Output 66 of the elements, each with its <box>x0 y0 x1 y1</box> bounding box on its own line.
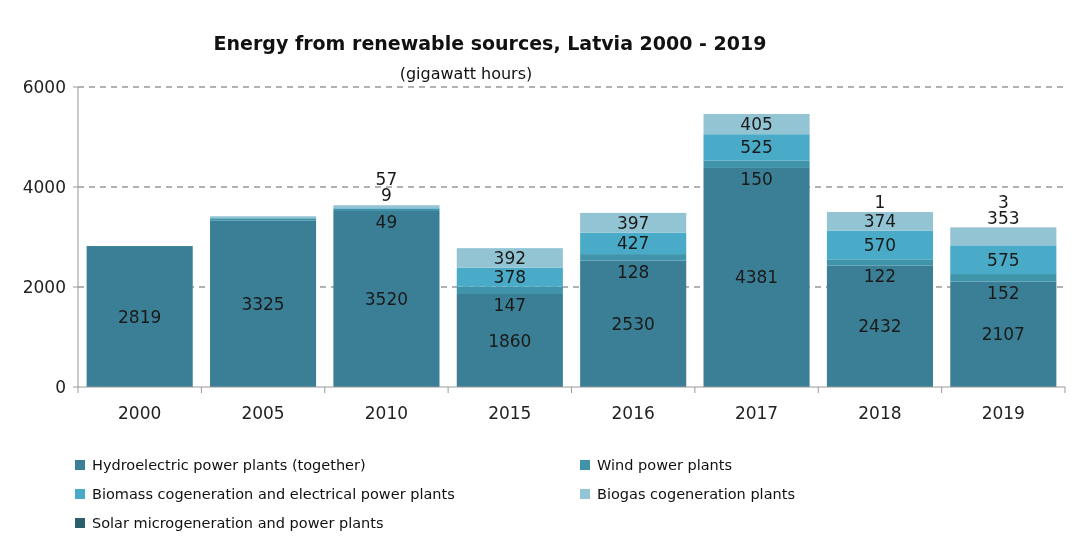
x-tick-label: 2010 <box>364 403 409 423</box>
bar <box>703 167 810 387</box>
x-tick-label: 2016 <box>611 403 655 423</box>
bar <box>703 134 810 161</box>
bar <box>826 230 933 260</box>
bar <box>580 212 687 233</box>
y-tick-label: 0 <box>55 377 66 397</box>
bar <box>950 274 1057 282</box>
data-label: 2530 <box>611 313 655 334</box>
bar <box>826 259 933 266</box>
data-label: 405 <box>740 114 773 135</box>
bar <box>826 265 933 387</box>
bar <box>703 160 810 168</box>
data-label: 427 <box>616 233 650 254</box>
legend-label: Hydroelectric power plants (together) <box>92 457 366 473</box>
y-tick-label: 6000 <box>22 77 66 97</box>
data-label: 152 <box>987 282 1020 303</box>
bar <box>580 254 687 261</box>
legend-label: Solar microgeneration and power plants <box>92 515 384 531</box>
data-label: 374 <box>863 211 897 232</box>
data-label: 49 <box>375 212 398 232</box>
data-label: 397 <box>616 212 650 233</box>
data-label: 128 <box>616 261 650 282</box>
data-label: 122 <box>863 266 897 287</box>
bar <box>580 232 687 255</box>
data-label: 150 <box>740 168 773 189</box>
bar <box>826 212 933 231</box>
data-label: 378 <box>493 267 527 288</box>
data-label: 9 <box>381 185 392 206</box>
bar <box>950 227 1057 246</box>
bar <box>456 294 563 387</box>
bar <box>210 220 317 387</box>
x-tick-label: 2018 <box>858 403 902 423</box>
x-tick-label: 2015 <box>488 403 532 423</box>
bar <box>580 260 687 387</box>
chart-title: Energy from renewable sources, Latvia 2000 - 2019 <box>213 32 767 54</box>
data-label: 392 <box>493 247 527 268</box>
x-tick-label: 2005 <box>241 403 285 423</box>
bar <box>950 245 1057 275</box>
data-label: 525 <box>740 137 773 158</box>
bar <box>456 267 563 287</box>
bar <box>456 248 563 268</box>
x-tick-label: 2017 <box>734 403 779 423</box>
legend-label: Biogas cogeneration plants <box>597 486 795 502</box>
bar <box>456 286 563 294</box>
data-label: 2107 <box>981 324 1025 345</box>
legend-label: Wind power plants <box>597 457 733 473</box>
chart-subtitle: (gigawatt hours) <box>399 64 533 83</box>
y-tick-label: 4000 <box>22 177 66 197</box>
y-tick-label: 2000 <box>22 277 66 297</box>
bar <box>333 211 440 387</box>
data-label: 1 <box>874 192 886 213</box>
data-label: 575 <box>987 249 1020 270</box>
bar <box>950 281 1057 387</box>
x-tick-label: 2019 <box>981 403 1025 423</box>
data-label: 147 <box>493 295 527 315</box>
data-label: 1860 <box>488 330 532 351</box>
data-label: 3325 <box>241 293 285 314</box>
data-label: 2432 <box>858 316 902 337</box>
bar <box>86 246 193 387</box>
x-tick-label: 2000 <box>118 403 162 423</box>
data-label: 2819 <box>118 306 162 327</box>
data-label: 570 <box>863 235 897 256</box>
data-label: 4381 <box>734 267 779 288</box>
legend-label: Biomass cogeneration and electrical power plants <box>92 486 455 502</box>
data-label: 3520 <box>364 289 409 309</box>
